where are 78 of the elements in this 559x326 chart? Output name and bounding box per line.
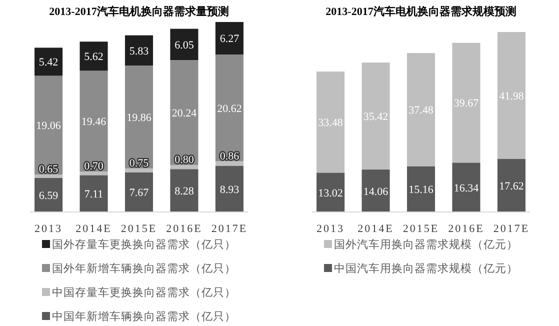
data-label: 13.02 (318, 187, 343, 200)
data-label: 39.67 (454, 98, 480, 110)
data-label: 37.48 (408, 104, 434, 117)
data-label: 35.42 (363, 111, 388, 124)
x-tick-label: 2016E (166, 222, 202, 235)
bar (215, 166, 244, 212)
data-label: 0.80 (174, 154, 194, 166)
x-tick-label: 2014E (358, 222, 394, 235)
data-label: 0.65 (38, 163, 59, 176)
data-label: 6.27 (220, 33, 240, 46)
x-tick-label: 2013 (34, 222, 63, 235)
legend-label: 国外汽车用换向器需求规模（亿元） (334, 238, 518, 251)
data-label: 19.06 (36, 120, 62, 132)
bar (80, 42, 108, 71)
data-label: 19.86 (126, 112, 152, 124)
x-tick-label: 2017E (493, 222, 530, 235)
bar (316, 172, 345, 212)
bar (80, 172, 108, 176)
data-label: 19.46 (81, 116, 107, 128)
bar (215, 22, 244, 54)
legend-label: 中国存量车更换换向器需求（亿只） (52, 286, 236, 299)
bar (406, 53, 436, 166)
bar (497, 32, 526, 159)
x-tick-label: 2016E (448, 222, 484, 235)
x-tick-label: 2015E (120, 222, 158, 235)
data-label: 41.98 (499, 90, 524, 102)
x-tick-label: 2014E (76, 222, 112, 235)
bar (215, 161, 244, 166)
bar (34, 76, 63, 174)
bar (124, 66, 154, 168)
bar (80, 70, 108, 172)
bar (170, 164, 198, 170)
data-label: 6.59 (38, 190, 59, 202)
bar (452, 42, 480, 163)
bar (124, 35, 154, 66)
data-label: 5.42 (38, 56, 58, 69)
bar (170, 28, 198, 60)
x-tick-label: 2015E (402, 222, 440, 235)
data-label: 8.28 (174, 186, 194, 198)
data-label: 17.62 (499, 180, 524, 192)
data-label: 20.62 (217, 102, 242, 115)
data-label: 0.75 (129, 157, 150, 170)
bar (34, 48, 63, 76)
x-tick-label: 2013 (316, 222, 345, 235)
data-label: 7.11 (84, 188, 104, 201)
bar (452, 162, 480, 212)
x-tick-label: 2017E (211, 222, 248, 235)
bar (497, 158, 526, 212)
bar (406, 166, 436, 212)
bar (170, 60, 198, 165)
data-label: 20.24 (172, 108, 198, 120)
bar (124, 168, 154, 172)
bar (362, 170, 390, 212)
legend-label: 中国汽车用换向器需求规模（亿元） (334, 262, 518, 275)
bar (362, 62, 390, 170)
chart-title: 2013-2017汽车电机换向器需求规模预测 (326, 5, 516, 18)
legend-label: 国外存量车更换换向器需求（亿只） (52, 238, 236, 251)
data-label: 33.48 (318, 117, 344, 130)
data-label: 0.70 (84, 160, 104, 173)
legend-label: 中国年新增车辆换向器需求（亿只） (52, 310, 236, 323)
data-label: 15.16 (408, 184, 434, 196)
data-label: 7.67 (129, 187, 150, 200)
bar (316, 72, 345, 173)
data-label: 16.34 (454, 182, 480, 194)
data-label: 5.62 (84, 51, 104, 64)
data-label: 5.83 (129, 45, 150, 58)
bar (124, 172, 154, 212)
bar (170, 169, 198, 212)
data-label: 6.05 (174, 39, 194, 52)
data-label: 14.06 (363, 186, 389, 198)
bar (215, 54, 244, 162)
data-label: 8.93 (220, 184, 240, 196)
chart-title: 2013-2017汽车电机换向器需求量预测 (49, 5, 229, 18)
legend-label: 国外年新增车辆换向器需求（亿只） (52, 262, 236, 275)
bar (34, 174, 63, 178)
bar (80, 175, 108, 212)
data-label: 0.86 (220, 150, 240, 162)
bar (34, 178, 63, 212)
